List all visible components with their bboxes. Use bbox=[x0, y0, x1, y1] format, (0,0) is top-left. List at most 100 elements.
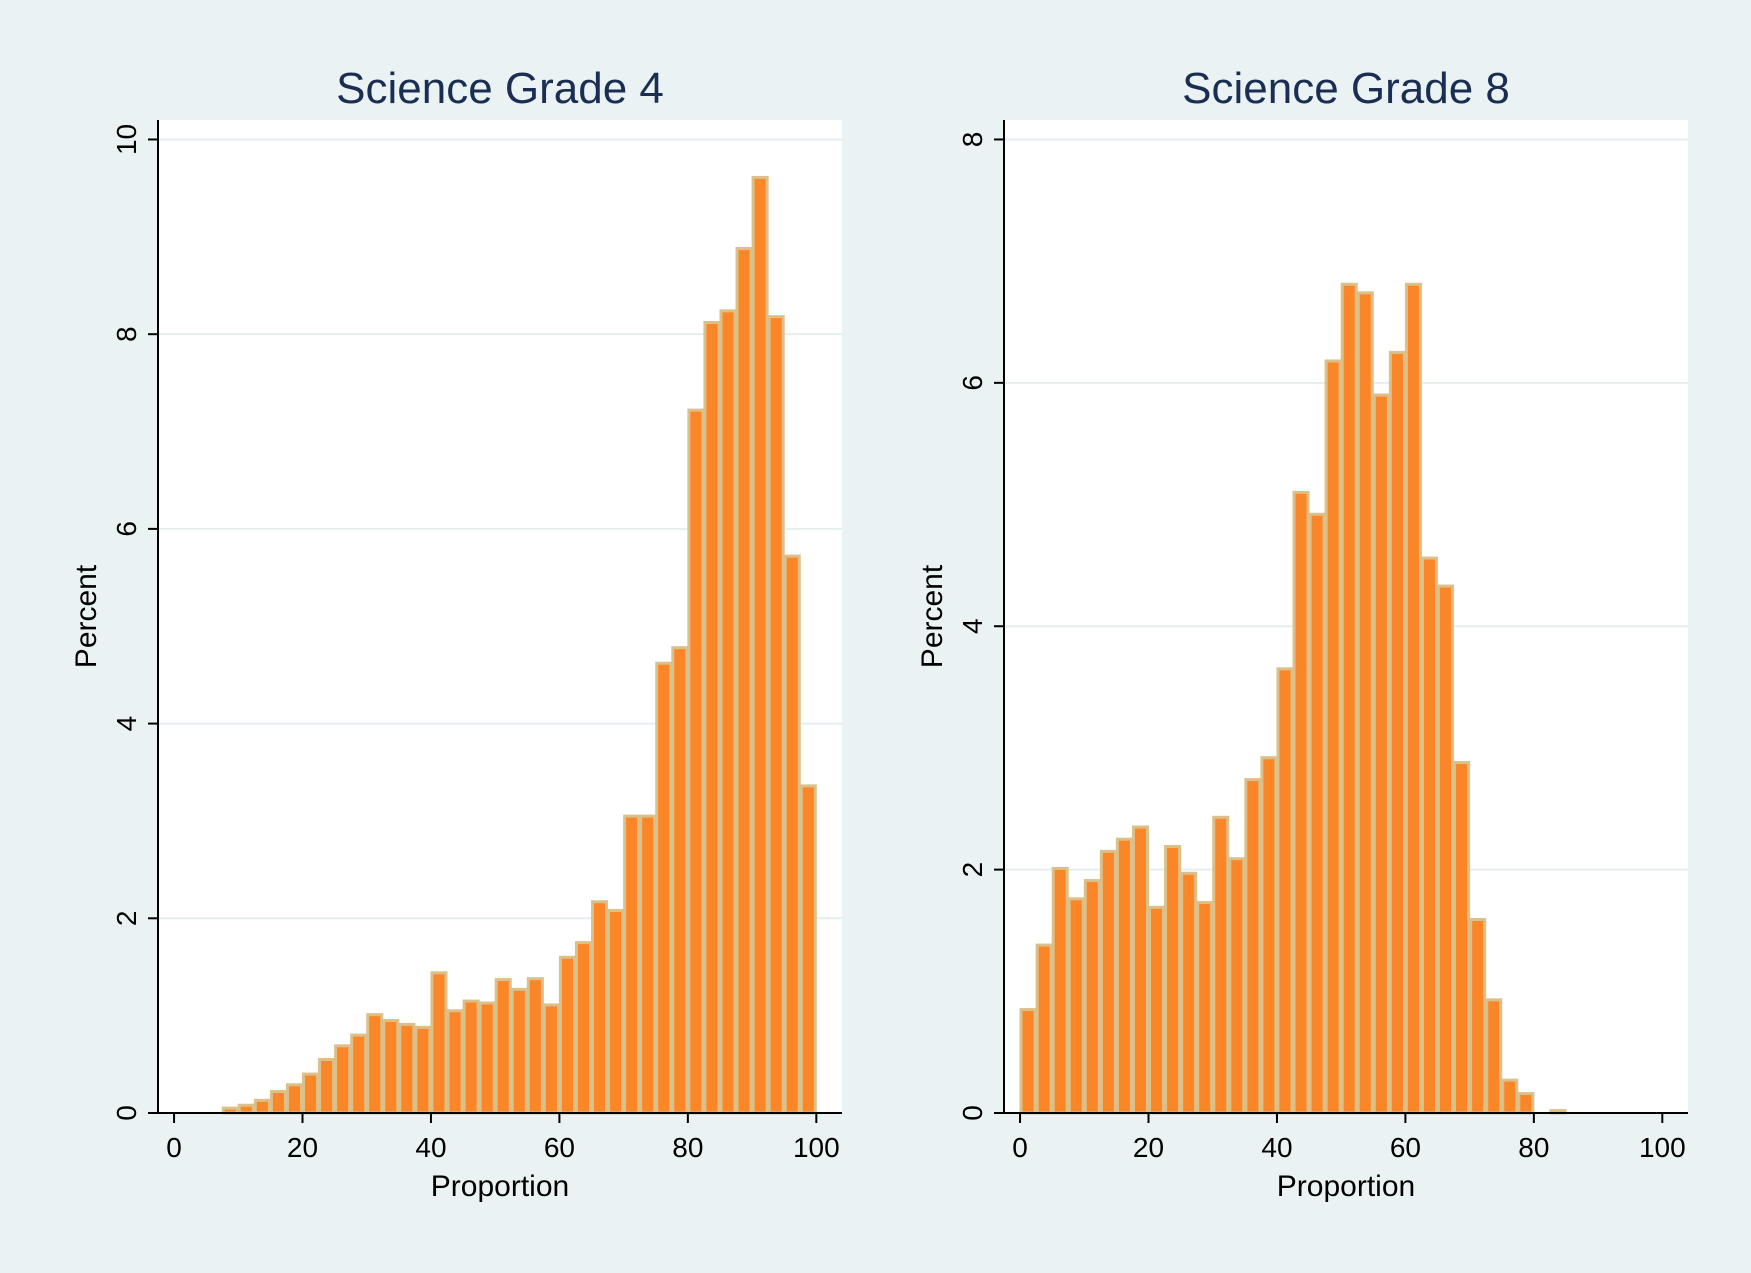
histogram-bar bbox=[1517, 1092, 1535, 1115]
histogram-bar bbox=[1260, 756, 1278, 1115]
histogram-bar bbox=[1308, 512, 1326, 1115]
histogram-bar bbox=[334, 1044, 352, 1115]
x-tick-label: 100 bbox=[793, 1132, 840, 1163]
y-tick-label: 10 bbox=[111, 124, 142, 155]
histogram-bar bbox=[1051, 866, 1069, 1115]
y-tick-label: 6 bbox=[957, 375, 988, 391]
histogram-bar bbox=[751, 175, 769, 1115]
histogram-bar bbox=[1276, 667, 1294, 1115]
histogram-bar bbox=[494, 978, 512, 1115]
histogram-bar bbox=[478, 1001, 496, 1115]
histogram-bar bbox=[1212, 815, 1230, 1115]
histogram-bar bbox=[1115, 837, 1133, 1115]
x-tick-label: 80 bbox=[672, 1132, 703, 1163]
histogram-bar bbox=[1131, 825, 1150, 1115]
x-tick-label: 20 bbox=[287, 1132, 318, 1163]
x-tick-label: 100 bbox=[1639, 1132, 1686, 1163]
y-tick-label: 4 bbox=[111, 716, 142, 732]
histogram-bar bbox=[1453, 761, 1471, 1115]
histogram-bar bbox=[719, 309, 737, 1115]
histogram-bar bbox=[1388, 350, 1406, 1115]
histogram-bar bbox=[1148, 905, 1166, 1115]
histogram-bar bbox=[285, 1083, 304, 1115]
histogram-bar bbox=[446, 1009, 464, 1115]
histogram-bar bbox=[1196, 900, 1214, 1115]
histogram-bar bbox=[1437, 584, 1455, 1115]
x-tick-label: 60 bbox=[1390, 1132, 1421, 1163]
histogram-bar bbox=[1019, 1008, 1037, 1115]
histogram-bar bbox=[1324, 359, 1342, 1115]
y-tick-label: 0 bbox=[111, 1105, 142, 1121]
histogram-bar bbox=[269, 1090, 287, 1115]
histogram-bar bbox=[542, 1003, 560, 1115]
x-tick-label: 0 bbox=[166, 1132, 182, 1163]
histogram-bar bbox=[735, 247, 753, 1115]
histogram-bar bbox=[1099, 849, 1117, 1115]
histogram-bar bbox=[687, 408, 705, 1115]
histogram-bar bbox=[591, 900, 609, 1115]
x-tick-label: 40 bbox=[1261, 1132, 1292, 1163]
histogram-bar bbox=[703, 320, 721, 1115]
histogram-bar bbox=[767, 315, 785, 1115]
histogram-bar bbox=[639, 814, 657, 1115]
histogram-bar bbox=[1501, 1078, 1519, 1115]
x-axis-label: Proportion bbox=[1277, 1170, 1415, 1203]
histogram-bar bbox=[398, 1022, 416, 1115]
y-tick-label: 8 bbox=[957, 132, 988, 148]
histogram-bar bbox=[414, 1025, 432, 1115]
histogram-bar bbox=[783, 554, 801, 1115]
histogram-bar bbox=[1035, 943, 1053, 1115]
histogram-bar bbox=[1228, 857, 1246, 1115]
chart-title: Science Grade 8 bbox=[1182, 64, 1510, 113]
histogram-bar bbox=[1404, 282, 1422, 1115]
histogram-bar bbox=[430, 971, 448, 1115]
chart-title: Science Grade 4 bbox=[336, 64, 664, 113]
histogram-bar bbox=[382, 1019, 400, 1115]
histogram-bar bbox=[1372, 393, 1390, 1115]
y-axis-label: Percent bbox=[70, 564, 103, 668]
histogram-bar bbox=[1164, 844, 1182, 1115]
histogram-bar bbox=[1083, 879, 1101, 1115]
histogram-bar bbox=[366, 1013, 384, 1115]
y-axis-label: Percent bbox=[916, 564, 949, 668]
y-tick-label: 4 bbox=[957, 618, 988, 634]
histogram-bar bbox=[799, 784, 817, 1115]
x-tick-label: 60 bbox=[544, 1132, 575, 1163]
histogram-bar bbox=[574, 941, 593, 1115]
histogram-bar bbox=[1340, 282, 1358, 1115]
y-tick-label: 0 bbox=[957, 1105, 988, 1121]
histogram-bar bbox=[350, 1033, 368, 1115]
y-tick-label: 6 bbox=[111, 521, 142, 537]
histogram-bar bbox=[318, 1057, 336, 1115]
histogram-bar bbox=[1244, 778, 1262, 1115]
histogram-bar bbox=[302, 1072, 320, 1115]
histogram-bar bbox=[1356, 291, 1374, 1115]
histogram-bar bbox=[1180, 871, 1198, 1115]
histogram-bar bbox=[1292, 490, 1310, 1115]
x-tick-label: 80 bbox=[1518, 1132, 1549, 1163]
histogram-bar bbox=[1067, 897, 1085, 1115]
y-tick-label: 2 bbox=[957, 862, 988, 878]
histogram-bar bbox=[607, 909, 625, 1115]
x-tick-label: 20 bbox=[1133, 1132, 1164, 1163]
histogram-bar bbox=[655, 661, 673, 1115]
histogram-bar bbox=[526, 977, 544, 1115]
histogram-bar bbox=[1485, 998, 1503, 1115]
x-tick-label: 40 bbox=[415, 1132, 446, 1163]
histogram-bar bbox=[1469, 918, 1487, 1115]
x-axis-label: Proportion bbox=[431, 1170, 569, 1203]
histogram-bar bbox=[462, 999, 480, 1115]
histogram-bar bbox=[237, 1103, 255, 1115]
x-tick-label: 0 bbox=[1012, 1132, 1028, 1163]
histogram-bar bbox=[558, 955, 576, 1115]
histogram-bar bbox=[671, 646, 689, 1115]
y-tick-label: 2 bbox=[111, 911, 142, 927]
histogram-bar bbox=[623, 814, 641, 1115]
histogram-bar bbox=[253, 1098, 271, 1115]
histogram-bar bbox=[510, 987, 528, 1115]
histogram-bar bbox=[1420, 556, 1439, 1115]
y-tick-label: 8 bbox=[111, 326, 142, 342]
